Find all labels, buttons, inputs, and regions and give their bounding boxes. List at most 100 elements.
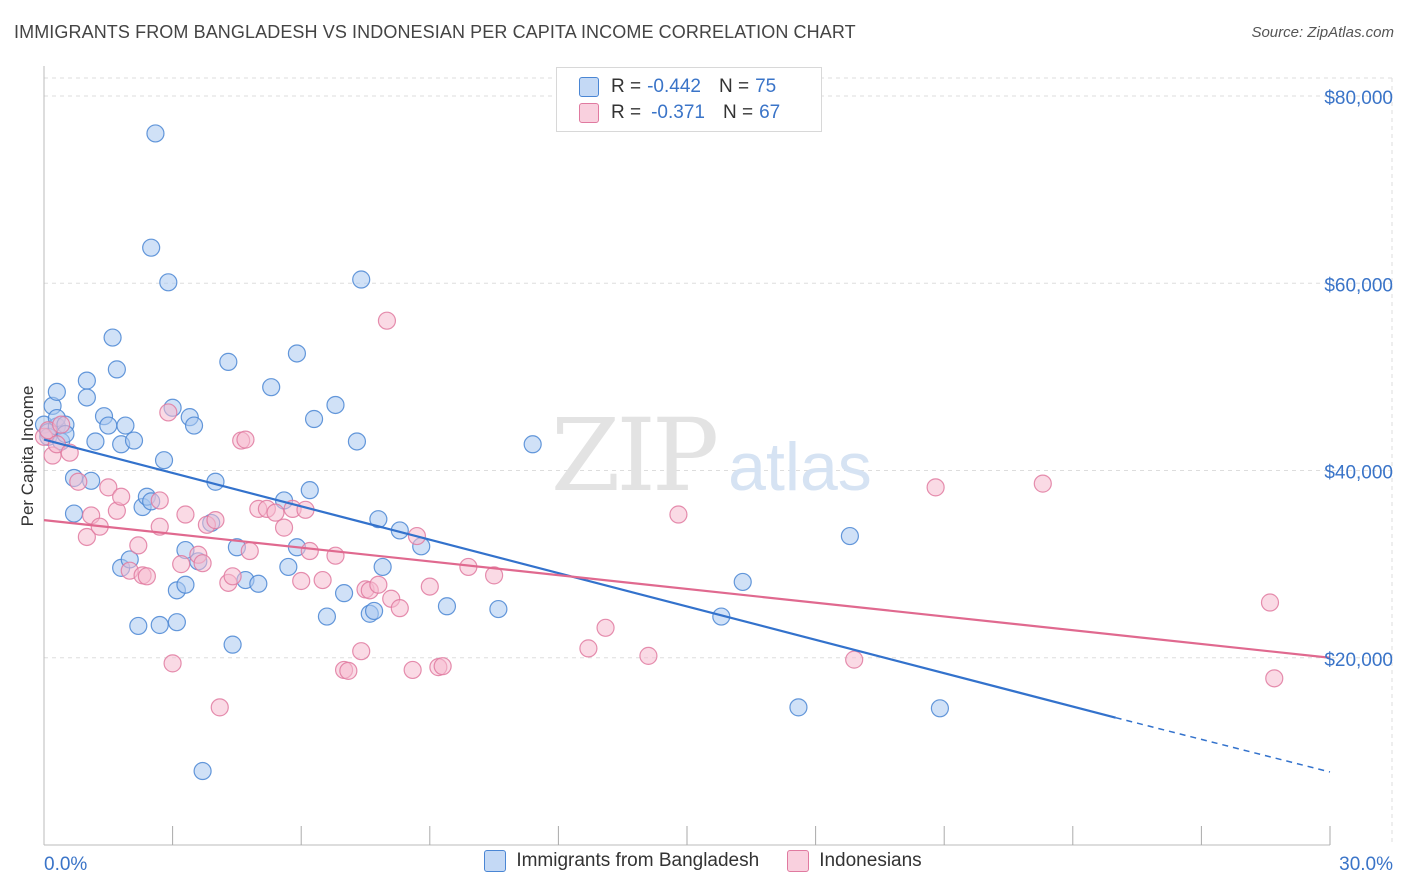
indonesian-point bbox=[1265, 669, 1284, 688]
legend-n-value: 67 bbox=[759, 102, 781, 123]
bangladesh-point bbox=[304, 409, 324, 429]
x-tick-label: 0.0% bbox=[44, 854, 87, 875]
bangladesh-point bbox=[364, 601, 384, 621]
correlation-legend: R = -0.442 N = 75 R = -0.371 N = 67 bbox=[556, 67, 822, 132]
chart-title: IMMIGRANTS FROM BANGLADESH VS INDONESIAN… bbox=[14, 22, 856, 42]
legend-label-bangladesh: Immigrants from Bangladesh bbox=[516, 850, 760, 871]
legend-n-value: 75 bbox=[755, 76, 777, 97]
legend-n-label: N = bbox=[718, 76, 750, 97]
indonesian-point bbox=[52, 415, 71, 434]
legend-label-indonesians: Indonesians bbox=[819, 850, 922, 871]
indonesian-point bbox=[292, 571, 311, 591]
indonesian-point bbox=[403, 660, 422, 680]
y-axis-label: Per Capita Income bbox=[18, 385, 37, 527]
legend-swatch-pink bbox=[579, 103, 599, 123]
indonesian-point bbox=[352, 642, 371, 661]
indonesian-point bbox=[377, 311, 397, 330]
indonesian-point bbox=[176, 505, 195, 524]
bangladesh-point bbox=[262, 378, 281, 397]
indonesian-point bbox=[390, 599, 409, 618]
indonesian-point bbox=[845, 650, 864, 669]
bangladesh-point bbox=[116, 416, 135, 435]
indonesian-point bbox=[266, 503, 285, 522]
y-tick-label: $20,000 bbox=[1324, 650, 1393, 671]
bangladesh-point bbox=[249, 574, 268, 593]
bangladesh-point bbox=[489, 599, 508, 619]
bangladesh-point bbox=[77, 371, 96, 390]
indonesian-point bbox=[433, 657, 452, 676]
legend-item-indonesians[interactable]: Indonesians bbox=[787, 850, 922, 872]
source-note: Source: ZipAtlas.com bbox=[1251, 24, 1394, 41]
legend-r-value: -0.442 bbox=[647, 76, 701, 97]
x-tick-label: 30.0% bbox=[1339, 854, 1393, 875]
bangladesh-point bbox=[287, 344, 307, 363]
indonesian-point bbox=[300, 541, 319, 561]
tick-labels: $20,000 $40,000 $60,000 $80,000 0.0% 30.0% bbox=[44, 88, 1393, 875]
bangladesh-point bbox=[326, 395, 345, 415]
indonesian-point bbox=[112, 487, 131, 506]
indonesian-point bbox=[339, 661, 358, 680]
y-tick-label: $60,000 bbox=[1324, 275, 1393, 296]
indonesian-point bbox=[150, 491, 169, 510]
bangladesh-point bbox=[146, 124, 165, 143]
indonesian-point bbox=[193, 554, 212, 573]
legend-r-label: R = bbox=[611, 102, 642, 123]
indonesian-point bbox=[69, 472, 88, 491]
indonesian-point bbox=[137, 567, 156, 586]
bangladesh-point bbox=[167, 613, 186, 632]
bangladesh-point bbox=[142, 238, 161, 257]
bangladesh-point bbox=[523, 435, 542, 454]
indonesian-point bbox=[77, 527, 96, 547]
watermark: ZIP bbox=[551, 397, 716, 514]
bangladesh-point bbox=[733, 572, 752, 592]
bangladesh-point bbox=[129, 616, 148, 636]
bangladesh-point bbox=[86, 432, 105, 451]
indonesian-point bbox=[172, 555, 191, 574]
indonesian-point bbox=[129, 536, 148, 555]
bangladesh-point bbox=[437, 597, 457, 616]
indonesian-point bbox=[223, 567, 242, 586]
trend-lines bbox=[43, 438, 1331, 773]
indonesian-point bbox=[1033, 474, 1052, 493]
bangladesh-trend-extension bbox=[1115, 716, 1331, 773]
indonesian-point bbox=[926, 478, 945, 497]
bangladesh-point bbox=[176, 575, 195, 594]
indonesian-point bbox=[579, 639, 598, 658]
legend-n-label: N = bbox=[722, 102, 754, 123]
legend-item-bangladesh[interactable]: Immigrants from Bangladesh bbox=[484, 850, 759, 872]
legend-swatch-blue bbox=[579, 77, 599, 97]
bangladesh-point bbox=[789, 698, 808, 717]
bangladesh-point bbox=[279, 557, 298, 577]
legend-r-value: -0.371 bbox=[651, 102, 705, 123]
indonesian-point bbox=[206, 511, 225, 530]
indonesian-trend-line bbox=[43, 519, 1331, 659]
indonesian-point bbox=[240, 541, 259, 561]
legend-swatch-pink bbox=[787, 850, 810, 872]
bangladesh-point bbox=[107, 360, 126, 379]
legend-swatch-blue bbox=[484, 850, 507, 872]
indonesian-point bbox=[313, 570, 332, 590]
indonesian-point bbox=[669, 505, 688, 524]
series-legend: Immigrants from Bangladesh Indonesians bbox=[0, 850, 1406, 872]
indonesian-point bbox=[485, 566, 504, 585]
bangladesh-point bbox=[930, 699, 950, 718]
indonesian-point bbox=[163, 654, 182, 673]
grid-lines bbox=[44, 77, 1393, 845]
bangladesh-point bbox=[124, 431, 144, 450]
bangladesh-point bbox=[184, 416, 204, 435]
bangladesh-point bbox=[300, 481, 319, 500]
bangladesh-point bbox=[99, 416, 118, 435]
bangladesh-point bbox=[159, 273, 178, 292]
bangladesh-point bbox=[317, 607, 337, 626]
indonesian-point bbox=[99, 478, 118, 497]
bangladesh-point bbox=[103, 328, 122, 347]
watermark-atlas: atlas bbox=[728, 429, 872, 505]
y-tick-label: $40,000 bbox=[1324, 463, 1393, 484]
indonesian-point bbox=[210, 698, 229, 717]
bangladesh-point bbox=[369, 510, 388, 529]
indonesian-point bbox=[369, 575, 388, 594]
legend-row-bangladesh: R = -0.442 N = 75 bbox=[579, 75, 776, 99]
indonesian-point bbox=[639, 646, 658, 665]
bangladesh-point bbox=[840, 526, 859, 546]
